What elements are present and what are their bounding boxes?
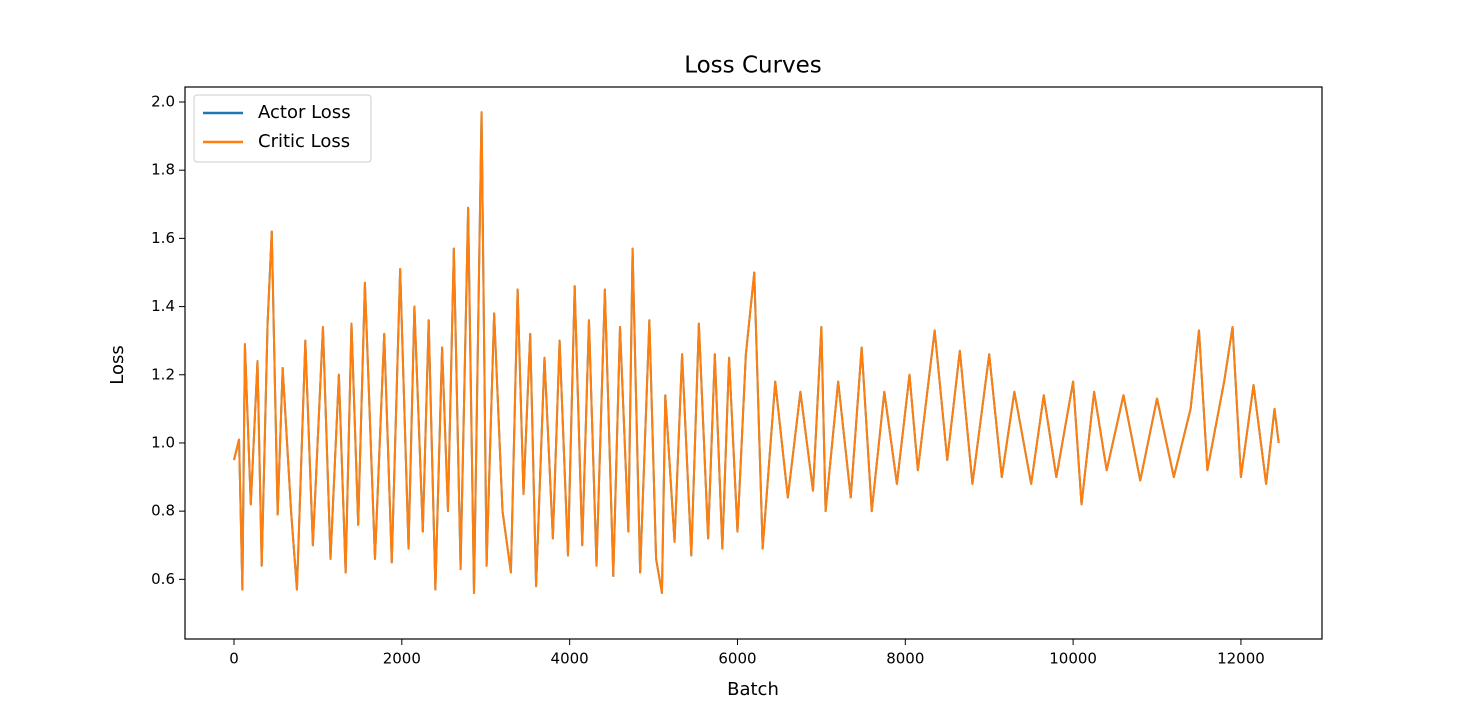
legend-label: Actor Loss [258,102,351,123]
y-tick-label: 0.8 [151,502,175,520]
x-tick-label: 6000 [718,650,756,668]
x-tick-label: 10000 [1049,650,1097,668]
legend-label: Critic Loss [258,131,350,152]
y-axis-label: Loss [107,345,128,384]
x-tick-label: 4000 [551,650,589,668]
chart-title: Loss Curves [684,53,822,79]
plot-frame [184,86,1323,640]
x-tick-label: 12000 [1217,650,1265,668]
y-tick-label: 0.6 [151,570,175,588]
line-series [233,111,1280,594]
x-axis-label: Batch [727,679,779,700]
x-tick-label: 0 [229,650,239,668]
y-tick-label: 1.8 [151,161,175,179]
y-tick-label: 1.6 [151,229,175,247]
y-tick-label: 1.0 [151,433,175,451]
x-tick-label: 2000 [383,650,421,668]
y-tick-label: 1.2 [151,365,175,383]
y-tick-label: 1.4 [151,297,175,315]
x-tick-label: 8000 [886,650,924,668]
y-tick-label: 2.0 [151,93,175,111]
